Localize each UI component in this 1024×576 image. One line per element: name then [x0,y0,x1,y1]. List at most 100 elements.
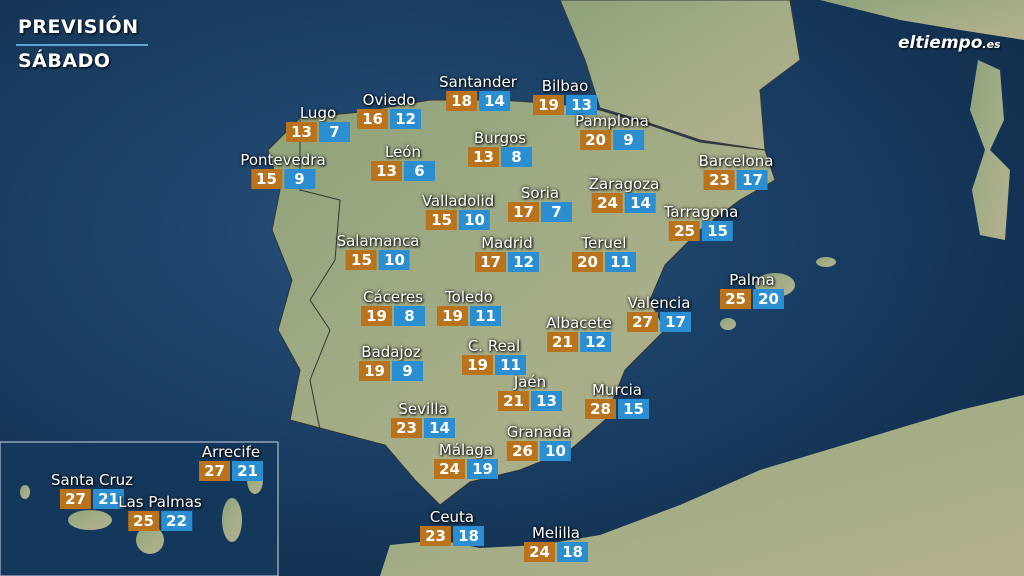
max-temperature: 19 [361,306,392,326]
max-temperature: 21 [546,332,578,352]
max-temperature: 20 [572,252,603,272]
temperature-pair: 24 18 [524,542,588,562]
city-name: Pontevedra [240,151,326,169]
min-temperature: 10 [459,210,490,230]
min-temperature: 8 [501,147,532,167]
min-temperature: 8 [394,306,425,326]
max-temperature: 18 [446,91,477,111]
max-temperature: 23 [704,170,735,190]
temperature-pair: 27 21 [51,489,133,509]
min-temperature: 12 [579,332,611,352]
min-temperature: 11 [605,252,636,272]
max-temperature: 26 [507,441,538,461]
city-label: Zaragoza 24 14 [589,175,659,213]
menorca [816,257,836,267]
temperature-pair: 19 13 [533,95,597,115]
temperature-pair: 23 14 [391,418,455,438]
city-name: Madrid [481,234,533,252]
temperature-pair: 17 12 [475,252,539,272]
temperature-pair: 23 18 [420,526,484,546]
temperature-pair: 16 12 [357,109,421,129]
city-label: Lugo 13 7 [286,104,350,142]
canary-inset [0,441,279,576]
min-temperature: 18 [557,542,588,562]
city-label: Arrecife 27 21 [199,443,263,481]
temperature-pair: 19 11 [462,355,526,375]
temperature-pair: 15 10 [422,210,494,230]
city-name: Arrecife [201,443,261,461]
title: PREVISIÓN [18,16,139,38]
corsica-sardinia [970,60,1010,240]
city-name: Ceuta [429,508,475,526]
city-name: Albacete [546,314,612,332]
city-label: Pontevedra 15 9 [240,151,326,189]
city-label: Jaén 21 13 [498,373,562,411]
temperature-pair: 13 8 [468,147,532,167]
max-temperature: 27 [60,489,91,509]
temperature-pair: 26 10 [507,441,571,461]
city-name: Las Palmas [118,493,202,511]
max-temperature: 27 [199,461,230,481]
max-temperature: 19 [359,361,390,381]
min-temperature: 17 [660,312,691,332]
city-label: Melilla 24 18 [524,524,588,562]
city-label: Tarragona 25 15 [664,203,739,241]
min-temperature: 14 [625,193,656,213]
city-label: Barcelona 23 17 [699,152,773,190]
city-name: Toledo [445,288,493,306]
min-temperature: 14 [479,91,510,111]
temperature-pair: 15 10 [337,250,420,270]
max-temperature: 24 [524,542,555,562]
italy [820,0,1024,40]
max-temperature: 28 [585,399,616,419]
city-name: Lugo [299,104,337,122]
min-temperature: 11 [495,355,526,375]
min-temperature: 22 [160,511,192,531]
city-name: Jaén [513,373,547,391]
city-name: Salamanca [336,232,420,250]
island [68,510,112,530]
city-name: Soria [520,184,560,202]
city-label: Salamanca 15 10 [336,232,420,270]
max-temperature: 27 [627,312,658,332]
city-name: C. Real [467,337,521,355]
min-temperature: 21 [232,461,263,481]
min-temperature: 9 [392,361,423,381]
logo-suffix: .es [982,38,1001,51]
min-temperature: 6 [404,161,435,181]
temperature-pair: 25 15 [664,221,739,241]
max-temperature: 17 [508,202,539,222]
city-name: Badajoz [361,343,421,361]
max-temperature: 21 [498,391,529,411]
city-name: Murcia [592,381,642,399]
ibiza [720,318,736,330]
city-label: Granada 26 10 [507,423,571,461]
max-temperature: 13 [371,161,402,181]
city-label: Valencia 27 17 [627,294,691,332]
city-label: Palma 25 20 [720,271,784,309]
city-name: Málaga [438,441,494,459]
max-temperature: 23 [420,526,451,546]
min-temperature: 21 [93,489,124,509]
temperature-pair: 21 13 [498,391,562,411]
min-temperature: 10 [378,250,410,270]
min-temperature: 11 [470,306,501,326]
city-label: Pamplona 20 9 [575,112,649,150]
min-temperature: 15 [618,399,649,419]
temperature-pair: 25 22 [118,511,201,531]
max-temperature: 19 [462,355,493,375]
city-name: Sevilla [398,400,448,418]
min-temperature: 7 [541,202,572,222]
city-name: Valladolid [421,192,495,210]
city-name: Palma [729,271,775,289]
border [299,120,341,431]
city-label: Sevilla 23 14 [391,400,455,438]
max-temperature: 13 [468,147,499,167]
subtitle: SÁBADO [18,50,111,72]
africa [380,395,1024,576]
title-rule [16,44,148,46]
max-temperature: 19 [533,95,564,115]
city-label: Madrid 17 12 [475,234,539,272]
city-label: Badajoz 19 9 [359,343,423,381]
